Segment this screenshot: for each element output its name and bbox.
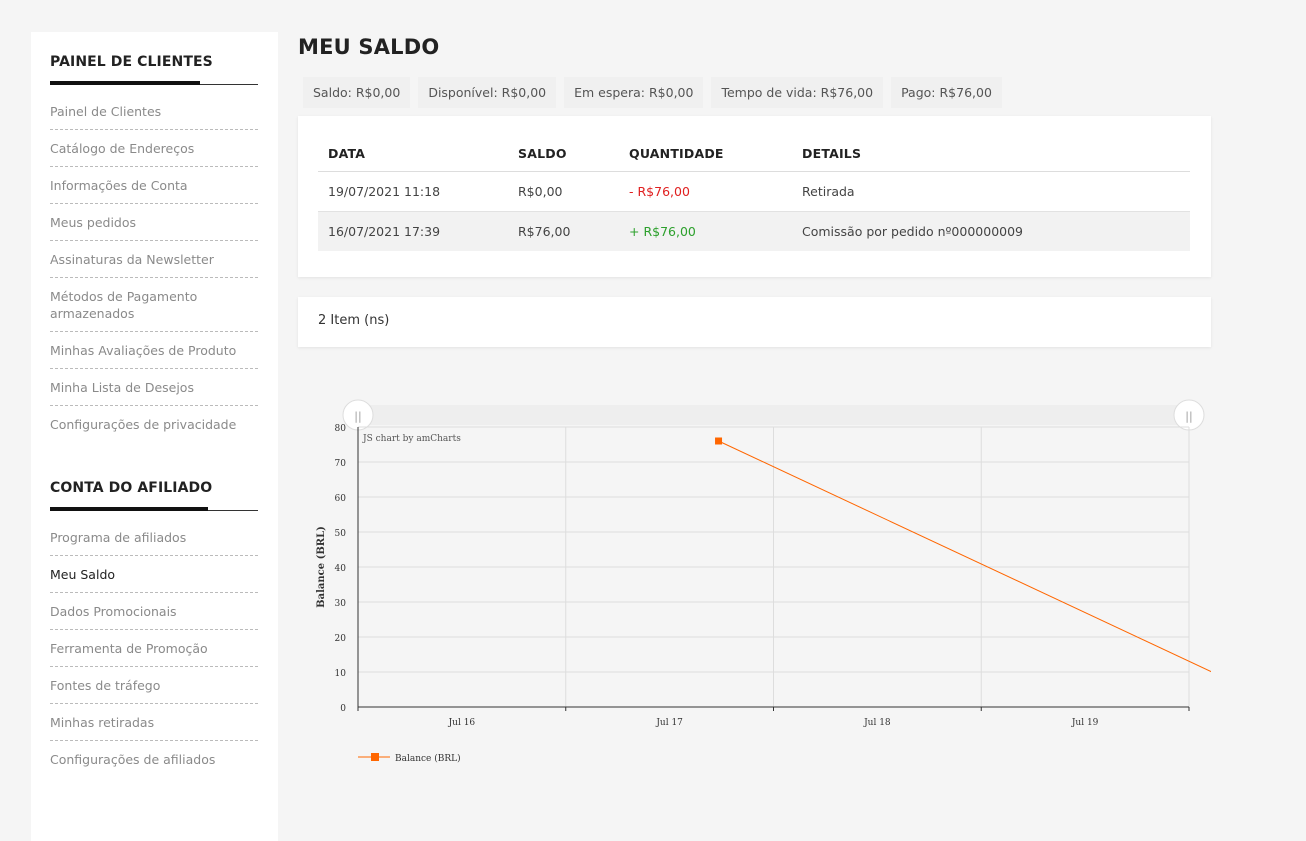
x-tick-label: Jul 17: [655, 718, 683, 728]
cell-details: Comissão por pedido nº000000009: [792, 211, 1190, 251]
sidebar-item-minhas-retiradas[interactable]: Minhas retiradas: [50, 704, 258, 741]
summary-saldo: Saldo: R$0,00: [303, 77, 411, 108]
sidebar-section-title-affiliate: CONTA DO AFILIADO: [50, 480, 213, 496]
cell-saldo: R$76,00: [508, 211, 619, 251]
grip-right-icon: ||: [1185, 410, 1192, 424]
main-content: MEU SALDO Saldo: R$0,00 Disponível: R$0,…: [298, 32, 1211, 347]
sidebar-item-informacoes-conta[interactable]: Informações de Conta: [50, 167, 258, 204]
x-tick-label: Jul 18: [863, 718, 891, 728]
balance-summary: Saldo: R$0,00 Disponível: R$0,00 Em espe…: [303, 77, 1211, 108]
legend-label: Balance (BRL): [395, 753, 461, 764]
header-data: DATA: [318, 138, 508, 172]
sidebar-item-painel-de-clientes[interactable]: Painel de Clientes: [50, 93, 258, 130]
chart-credit: JS chart by amCharts: [362, 434, 461, 444]
transactions-table: DATA SALDO QUANTIDADE DETAILS 19/07/2021…: [318, 138, 1190, 251]
series-line: [718, 440, 1211, 673]
header-saldo: SALDO: [508, 138, 619, 172]
legend-marker: [371, 753, 379, 761]
sidebar: PAINEL DE CLIENTES Painel de Clientes Ca…: [31, 32, 278, 841]
table-row: 16/07/2021 17:39 R$76,00 + R$76,00 Comis…: [318, 211, 1190, 251]
balance-chart-svg: || || 0 10 20 30 40 50 60 70 80 Jul 16 Jul 17 Jul 18 J…: [316, 399, 1211, 764]
sidebar-item-dados-promocionais[interactable]: Dados Promocionais: [50, 593, 258, 630]
sidebar-item-privacidade[interactable]: Configurações de privacidade: [50, 417, 237, 432]
header-details: DETAILS: [792, 138, 1190, 172]
sidebar-item-meus-pedidos[interactable]: Meus pedidos: [50, 204, 258, 241]
item-count-card: 2 Item (ns): [298, 297, 1211, 347]
y-tick-label: 0: [340, 704, 346, 714]
sidebar-item-lista-desejos[interactable]: Minha Lista de Desejos: [50, 369, 258, 406]
transactions-card: DATA SALDO QUANTIDADE DETAILS 19/07/2021…: [298, 116, 1211, 277]
sidebar-item-metodos-pagamento[interactable]: Métodos de Pagamento armazenados: [50, 278, 258, 332]
affiliate-nav-list: Programa de afiliados Meu Saldo Dados Pr…: [50, 519, 258, 777]
y-tick-label: 40: [335, 564, 347, 574]
summary-tempo-de-vida: Tempo de vida: R$76,00: [711, 77, 884, 108]
y-tick-label: 50: [335, 529, 347, 539]
sidebar-item-fontes-trafego[interactable]: Fontes de tráfego: [50, 667, 258, 704]
cell-quantidade: + R$76,00: [619, 211, 792, 251]
cell-details: Retirada: [792, 171, 1190, 212]
sidebar-item-config-afiliados[interactable]: Configurações de afiliados: [50, 752, 216, 767]
customer-nav-list: Painel de Clientes Catálogo de Endereços…: [50, 93, 258, 442]
y-tick-label: 80: [335, 424, 347, 434]
y-tick-label: 10: [335, 669, 347, 679]
y-axis-label: Balance (BRL): [316, 526, 327, 608]
cell-data: 16/07/2021 17:39: [318, 211, 508, 251]
y-tick-label: 70: [335, 459, 347, 469]
sidebar-item-programa-afiliados[interactable]: Programa de afiliados: [50, 519, 258, 556]
cell-saldo: R$0,00: [508, 171, 619, 212]
page-title: MEU SALDO: [298, 35, 440, 59]
cell-data: 19/07/2021 11:18: [318, 171, 508, 212]
x-tick-label: Jul 16: [448, 718, 476, 728]
section-divider: [50, 507, 258, 511]
x-tick-label: Jul 19: [1071, 718, 1099, 728]
table-header-row: DATA SALDO QUANTIDADE DETAILS: [318, 138, 1190, 172]
sidebar-item-avaliacoes[interactable]: Minhas Avaliações de Produto: [50, 332, 258, 369]
section-divider: [50, 81, 258, 85]
summary-em-espera: Em espera: R$0,00: [564, 77, 704, 108]
sidebar-item-ferramenta-promocao[interactable]: Ferramenta de Promoção: [50, 630, 258, 667]
header-quantidade: QUANTIDADE: [619, 138, 792, 172]
y-tick-label: 30: [335, 599, 347, 609]
chart-scrollbar-track: [358, 405, 1189, 425]
table-row: 19/07/2021 11:18 R$0,00 - R$76,00 Retira…: [318, 171, 1190, 212]
sidebar-item-newsletter[interactable]: Assinaturas da Newsletter: [50, 241, 258, 278]
balance-chart: || || 0 10 20 30 40 50 60 70 80 Jul 16 Jul 17 Jul 18 J…: [298, 395, 1211, 785]
y-tick-label: 60: [335, 494, 347, 504]
cell-quantidade: - R$76,00: [619, 171, 792, 212]
sidebar-section-title-customer: PAINEL DE CLIENTES: [50, 54, 213, 70]
summary-disponivel: Disponível: R$0,00: [418, 77, 557, 108]
y-tick-label: 20: [335, 634, 347, 644]
grip-left-icon: ||: [354, 410, 361, 424]
summary-pago: Pago: R$76,00: [891, 77, 1002, 108]
data-point: [715, 437, 723, 445]
sidebar-item-catalogo-enderecos[interactable]: Catálogo de Endereços: [50, 130, 258, 167]
sidebar-item-meu-saldo[interactable]: Meu Saldo: [50, 556, 258, 593]
item-count: 2 Item (ns): [318, 313, 390, 328]
